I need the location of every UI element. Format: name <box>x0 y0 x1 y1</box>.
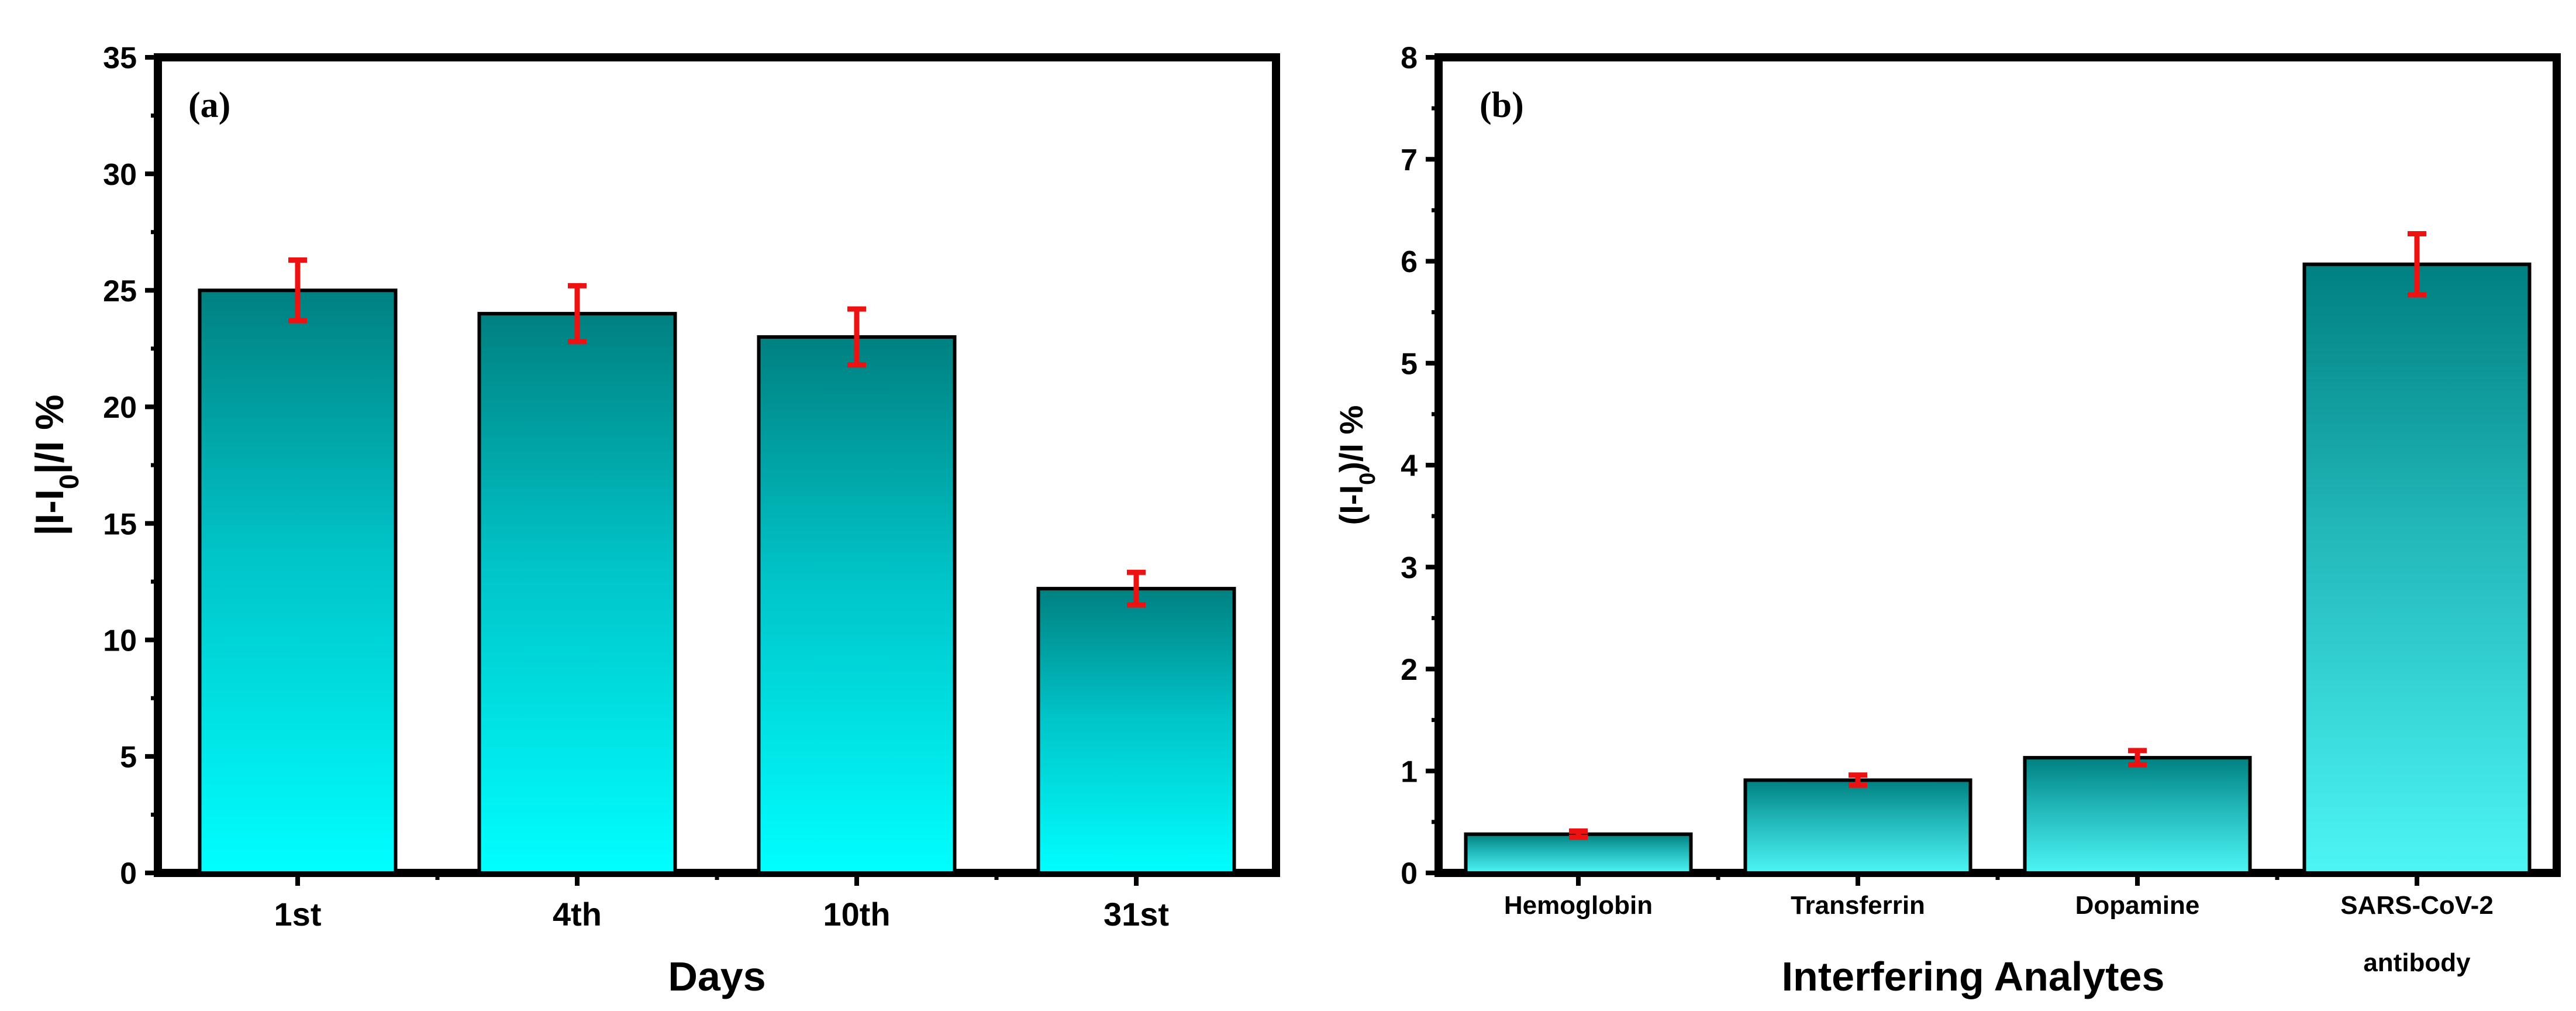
x-axis-a: 1st 4th 10th 31st <box>274 873 1169 933</box>
y-tick-label-a: 30 <box>103 158 137 192</box>
panel-a: 0 5 10 15 20 25 30 35 1st 4th 10th 31st (a) Days |… <box>27 42 1280 999</box>
y-axis-title-a-part2: |/I % <box>27 394 73 474</box>
y-tick-label-b: 5 <box>1401 347 1418 381</box>
y-tick-label-b: 8 <box>1401 42 1418 75</box>
y-tick-label-a: 0 <box>120 857 137 891</box>
x-tick-label-line2-b: antibody <box>2363 948 2471 977</box>
y-tick-label-a: 15 <box>103 507 137 541</box>
x-tick-label-b: Hemoglobin <box>1504 891 1653 920</box>
y-axis-title-b-part2: )/I % <box>1333 405 1370 473</box>
y-tick-label-b: 4 <box>1401 449 1418 483</box>
x-tick-label-a: 4th <box>553 896 602 933</box>
y-tick-label-b: 7 <box>1401 143 1418 177</box>
bars-a <box>198 288 1236 875</box>
panel-b: 0 1 2 3 4 5 6 7 8 Hemoglobin Transferrin Dopamine S… <box>1333 42 2561 999</box>
x-tick-label-b: Dopamine <box>2075 891 2200 920</box>
error-bars-a <box>288 257 1146 608</box>
bar-b <box>2302 262 2532 875</box>
panel-label-b: (b) <box>1480 85 1524 125</box>
bar-b <box>2023 756 2252 875</box>
y-tick-label-a: 10 <box>103 624 137 658</box>
bar-a <box>757 335 957 875</box>
error-bars-b <box>1569 231 2426 840</box>
y-axis-title-a-subscript: 0 <box>54 474 84 490</box>
panel-label-a: (a) <box>188 85 230 125</box>
bar-a <box>477 312 677 875</box>
bar-b <box>1743 778 1972 875</box>
y-tick-label-a: 35 <box>103 42 137 75</box>
y-tick-label-b: 0 <box>1401 857 1418 891</box>
y-tick-label-b: 1 <box>1401 755 1418 789</box>
x-axis-title-b: Interfering Analytes <box>1782 954 2165 999</box>
bars-b <box>1464 262 2532 875</box>
bar-a <box>1036 587 1236 875</box>
y-axis-title-a: |I-I0|/I % <box>27 394 84 535</box>
x-tick-label-a: 10th <box>823 896 890 933</box>
y-axis-title-a-part1: |I-I <box>27 489 73 535</box>
y-tick-label-a: 25 <box>103 274 137 308</box>
y-axis-title-b-part1: (I-I <box>1333 485 1370 525</box>
y-tick-label-b: 2 <box>1401 653 1418 687</box>
y-axis-title-b: (I-I0)/I % <box>1333 405 1380 525</box>
y-axis-a: 0 5 10 15 20 25 30 35 <box>103 42 158 891</box>
bar-b <box>1464 832 1693 875</box>
x-axis-b: Hemoglobin Transferrin Dopamine SARS-CoV-2 a… <box>1504 873 2494 977</box>
y-axis-b: 0 1 2 3 4 5 6 7 8 <box>1401 42 1439 891</box>
x-tick-label-a: 1st <box>274 896 322 933</box>
x-tick-label-a: 31st <box>1103 896 1169 933</box>
y-tick-label-b: 3 <box>1401 551 1418 585</box>
x-tick-label-b: SARS-CoV-2 <box>2340 891 2494 920</box>
bar-a <box>198 288 398 875</box>
x-axis-title-a: Days <box>668 954 765 999</box>
y-tick-label-a: 5 <box>120 741 137 775</box>
y-axis-title-b-subscript: 0 <box>1356 473 1380 485</box>
x-tick-label-b: Transferrin <box>1791 891 1925 920</box>
y-tick-label-a: 20 <box>103 391 137 425</box>
y-tick-label-b: 6 <box>1401 245 1418 279</box>
